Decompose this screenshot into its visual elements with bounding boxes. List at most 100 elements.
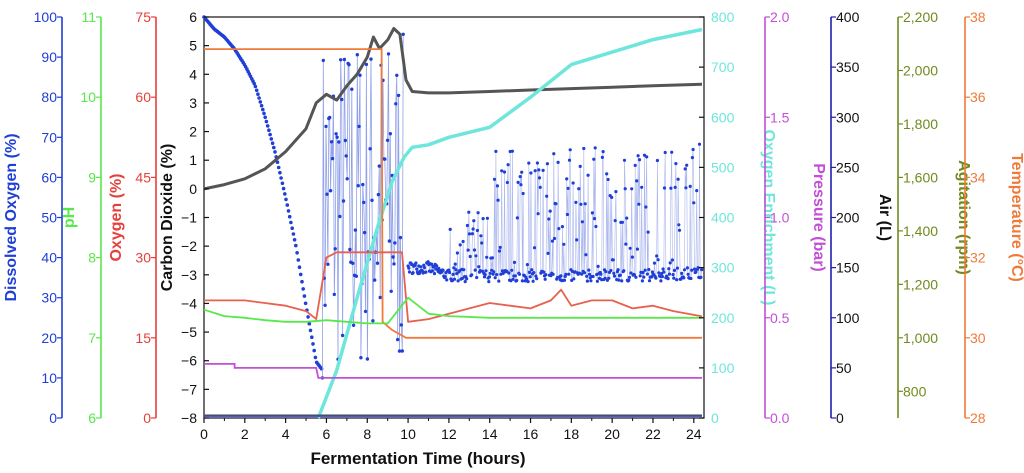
series-dissolved-oxygen-steady-point-98 xyxy=(476,211,480,215)
series-dissolved-oxygen-steady-point-105 xyxy=(481,217,485,221)
series-dissolved-oxygen-steady-point-122 xyxy=(493,276,497,280)
tick-label-co2-7: −1 xyxy=(181,210,197,226)
series-dissolved-oxygen-steady-point-152 xyxy=(515,278,519,283)
x-tick-label-9: 18 xyxy=(564,426,580,442)
tick-label-co2-8: 0 xyxy=(189,181,197,197)
series-dissolved-oxygen-steady-point-126 xyxy=(496,198,500,202)
series-dissolved-oxygen-steady-point-52 xyxy=(443,275,447,279)
series-dissolved-oxygen-steady-point-244 xyxy=(580,220,585,224)
series-dissolved-oxygen-point-50 xyxy=(263,115,268,120)
tick-label-pr-4: 2.0 xyxy=(770,9,790,25)
series-dissolved-oxygen-steady-point-299 xyxy=(620,279,624,283)
series-dissolved-oxygen-steady-point-78 xyxy=(462,268,466,272)
tick-label-ph-1: 7 xyxy=(88,330,96,346)
series-dissolved-oxygen-point-73 xyxy=(291,232,296,236)
series-dissolved-oxygen-point-72 xyxy=(290,226,295,230)
series-pressure xyxy=(204,362,702,379)
series-dissolved-oxygen-oscillating-point-9 xyxy=(328,189,333,193)
series-dissolved-oxygen-point-87 xyxy=(308,328,313,333)
tick-label-ph-2: 8 xyxy=(88,250,96,266)
series-layer xyxy=(202,15,704,419)
series-dissolved-oxygen-steady-point-360 xyxy=(663,150,667,155)
series-dissolved-oxygen-steady-point-157 xyxy=(518,175,522,179)
series-dissolved-oxygen-steady-point-247 xyxy=(582,271,587,275)
series-dissolved-oxygen-steady-point-348 xyxy=(655,254,659,258)
x-tick-label-8: 16 xyxy=(523,426,539,442)
series-dissolved-oxygen-steady-point-182 xyxy=(536,212,540,216)
series-dissolved-oxygen-steady-point-351 xyxy=(657,271,661,275)
tick-label-ph-5: 11 xyxy=(81,9,96,25)
series-dissolved-oxygen-steady-point-113 xyxy=(487,280,491,284)
series-temperature xyxy=(204,48,702,339)
series-dissolved-oxygen-steady-point-306 xyxy=(625,216,629,220)
series-dissolved-oxygen-steady-point-324 xyxy=(637,158,642,162)
series-dissolved-oxygen-steady-point-227 xyxy=(568,148,572,152)
series-dissolved-oxygen-steady-point-80 xyxy=(463,280,467,284)
series-dissolved-oxygen-steady-point-2 xyxy=(407,270,412,274)
series-dissolved-oxygen-steady-point-391 xyxy=(685,266,690,270)
series-dissolved-oxygen-point-89 xyxy=(311,342,315,346)
series-dissolved-oxygen-steady-point-210 xyxy=(556,160,560,164)
series-dissolved-oxygen-steady-point-370 xyxy=(670,258,675,262)
series-dissolved-oxygen-oscillating-point-80 xyxy=(394,102,398,106)
series-dissolved-oxygen-steady-point-193 xyxy=(544,273,548,277)
series-dissolved-oxygen-point-77 xyxy=(296,258,301,262)
series-dissolved-oxygen-steady-point-170 xyxy=(527,270,532,274)
series-dissolved-oxygen-oscillating-point-75 xyxy=(389,289,393,293)
series-dissolved-oxygen-steady-point-270 xyxy=(599,272,603,276)
series-dissolved-oxygen-steady-point-91 xyxy=(471,227,475,231)
series-dissolved-oxygen-steady-point-246 xyxy=(582,146,586,151)
series-dissolved-oxygen-steady-point-401 xyxy=(692,267,697,271)
series-dissolved-oxygen-steady-point-309 xyxy=(627,278,631,282)
series-dissolved-oxygen-steady-point-406 xyxy=(696,266,700,270)
series-dissolved-oxygen-steady-point-396 xyxy=(689,276,693,281)
axis-air: 0 50 100 150 200 250 300 350 400 Air (L) xyxy=(830,9,893,426)
series-dissolved-oxygen-steady-point-403 xyxy=(694,270,698,274)
tick-label-do-3: 30 xyxy=(41,290,57,306)
series-dissolved-oxygen-oscillating-point-20 xyxy=(339,58,343,62)
series-dissolved-oxygen-oscillating-point-32 xyxy=(350,87,354,91)
series-dissolved-oxygen-point-85 xyxy=(306,315,310,319)
series-dissolved-oxygen-oscillating-point-88 xyxy=(401,32,405,36)
series-dissolved-oxygen-oscillating-point-36 xyxy=(353,228,358,232)
series-dissolved-oxygen-steady-point-287 xyxy=(611,258,615,262)
series-dissolved-oxygen-steady-point-190 xyxy=(542,270,546,274)
tick-label-temp-2: 32 xyxy=(970,250,986,266)
series-dissolved-oxygen-steady-point-372 xyxy=(672,276,676,280)
series-dissolved-oxygen-steady-point-261 xyxy=(592,217,597,221)
series-dissolved-oxygen-steady-point-254 xyxy=(587,272,592,276)
series-dissolved-oxygen-steady-point-216 xyxy=(560,225,565,229)
tick-label-air-8: 400 xyxy=(836,9,860,25)
series-dissolved-oxygen-steady-point-367 xyxy=(668,261,672,265)
series-dissolved-oxygen-point-42 xyxy=(253,84,258,89)
series-dissolved-oxygen-point-45 xyxy=(257,96,261,100)
tick-label-pr-1: 0.5 xyxy=(770,310,790,326)
series-dissolved-oxygen-point-54 xyxy=(268,132,272,137)
series-dissolved-oxygen-oscillating-point-41 xyxy=(358,73,362,77)
series-dissolved-oxygen-point-81 xyxy=(301,287,306,291)
series-dissolved-oxygen-steady-point-207 xyxy=(554,202,558,206)
series-dissolved-oxygen-steady-point-356 xyxy=(660,275,665,279)
axis-label-co2: Carbon Dioxide (%) xyxy=(159,144,176,292)
tick-label-oe-5: 500 xyxy=(711,159,735,175)
series-dissolved-oxygen-steady-point-335 xyxy=(645,272,650,276)
axis-label-o2: Oxygen (%) xyxy=(108,173,125,261)
series-dissolved-oxygen-steady-point-248 xyxy=(583,202,587,206)
series-dissolved-oxygen-steady-point-284 xyxy=(609,268,613,273)
series-pressure-line xyxy=(204,362,702,379)
series-dissolved-oxygen-steady-point-82 xyxy=(465,277,469,281)
series-dissolved-oxygen-steady-point-312 xyxy=(629,271,633,275)
series-dissolved-oxygen-steady-point-266 xyxy=(596,264,600,268)
series-dissolved-oxygen-steady-point-92 xyxy=(472,219,476,223)
tick-label-co2-10: 2 xyxy=(189,124,197,140)
series-dissolved-oxygen-steady-point-358 xyxy=(662,270,666,274)
x-tick-label-0: 0 xyxy=(200,426,208,442)
series-dissolved-oxygen-steady-point-221 xyxy=(564,272,568,276)
series-dissolved-oxygen-steady-point-322 xyxy=(636,154,640,158)
tick-label-pr-2: 1.0 xyxy=(770,210,790,226)
series-dissolved-oxygen-oscillating-point-82 xyxy=(396,337,400,342)
series-dissolved-oxygen-steady-point-73 xyxy=(458,243,462,247)
tick-label-co2-11: 3 xyxy=(189,95,197,111)
tick-label-o2-1: 15 xyxy=(135,330,151,346)
series-dissolved-oxygen-steady-point-90 xyxy=(470,232,474,236)
